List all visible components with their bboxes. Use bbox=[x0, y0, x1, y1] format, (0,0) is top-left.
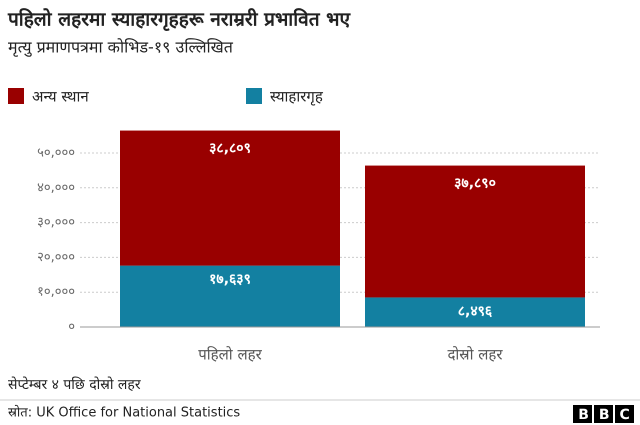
value-label: ३७,८९० bbox=[454, 176, 496, 192]
note: सेप्टेम्बर ४ पछि दोस्रो लहर bbox=[8, 376, 141, 393]
logo: BBC bbox=[573, 405, 640, 423]
y-tick-label: २०,००० bbox=[37, 250, 75, 265]
x-tick-label: दोस्रो लहर bbox=[447, 346, 503, 364]
legend-swatch bbox=[246, 88, 262, 104]
x-tick-label: पहिलो लहर bbox=[198, 346, 262, 364]
logo-box bbox=[594, 405, 613, 423]
bar-segment bbox=[120, 130, 340, 266]
legend-swatch bbox=[8, 88, 24, 104]
y-tick-label: ३०,००० bbox=[37, 215, 75, 230]
value-label: ८,४९६ bbox=[458, 303, 493, 319]
value-label: ३८,८०९ bbox=[209, 141, 251, 157]
y-tick-label: ० bbox=[68, 320, 75, 335]
y-tick-label: ४०,००० bbox=[37, 180, 75, 195]
y-tick-label: ५०,००० bbox=[37, 146, 75, 161]
legend-label: अन्य स्थान bbox=[32, 88, 89, 106]
y-tick-label: १०,००० bbox=[37, 285, 75, 300]
bar-segment bbox=[365, 165, 585, 298]
logo-text: BBC bbox=[578, 407, 640, 423]
value-label: १७,६३९ bbox=[209, 272, 251, 288]
logo-box bbox=[573, 405, 592, 423]
legend-label: स्याहारगृह bbox=[270, 88, 324, 107]
bar-segment bbox=[120, 265, 340, 327]
bar-segment bbox=[365, 297, 585, 327]
chart-subtitle: मृत्यु प्रमाणपत्रमा कोभिड-१९ उल्लिखित bbox=[8, 38, 234, 58]
source: स्रोत: UK Office for National Statistics bbox=[8, 405, 240, 421]
logo-box bbox=[615, 405, 634, 423]
chart-title: पहिलो लहरमा स्याहारगृहहरू नराम्ररी प्रभा… bbox=[7, 8, 352, 32]
